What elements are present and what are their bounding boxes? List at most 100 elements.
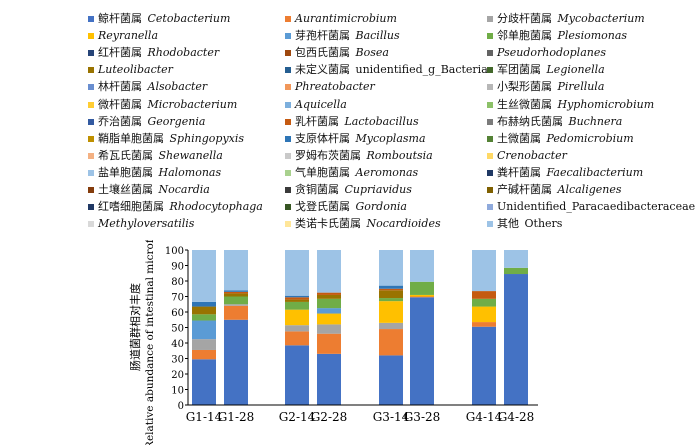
legend-label-cn: 小梨形菌属 (497, 80, 558, 94)
y-tick-label: 0 (178, 401, 184, 412)
legend-label-latin: Alsobacter (147, 80, 208, 94)
legend-label: 未定义菌属 unidentified_g_Bacteria (295, 62, 488, 78)
legend-label-cn: 盐单胞菌属 (98, 165, 159, 179)
legend-label-cn: 气单胞菌属 (295, 165, 356, 179)
bar-segment (379, 250, 403, 286)
bar-segment (504, 267, 528, 275)
bar-segment (224, 304, 248, 306)
bar-segment (379, 285, 403, 289)
legend-label-cn: 军团菌属 (497, 63, 547, 77)
bar-segment (224, 319, 248, 405)
legend-label: 其他 Others (497, 216, 562, 232)
legend-label-cn: 产碱杆菌属 (497, 183, 558, 196)
legend-label-cn: 乔治菌属 (98, 114, 148, 128)
legend-label-latin: Buchnera (568, 114, 623, 128)
bar-segment (410, 296, 434, 298)
bar-segment (192, 320, 216, 340)
legend-label-latin: Bosea (355, 46, 389, 60)
bar-segment (472, 291, 496, 299)
legend-swatch (487, 118, 493, 125)
legend-swatch (285, 67, 291, 74)
legend-label-cn: 包西氏菌属 (295, 46, 356, 60)
legend-label-cn: 红嗜细胞菌属 (98, 200, 170, 214)
legend-label: 贪铜菌属 Cupriavidus (295, 182, 412, 198)
x-tick-label: G1-28 (218, 410, 255, 424)
legend-label: 乔治菌属 Georgenia (98, 114, 205, 130)
bar-segment (504, 250, 528, 268)
legend-label: 小梨形菌属 Pirellula (497, 79, 604, 95)
legend-label-latin: Crenobacter (497, 148, 567, 162)
legend-swatch (285, 187, 291, 193)
y-tick-label: 50 (171, 324, 184, 335)
legend-label-cn: 土壤丝菌属 (98, 183, 159, 196)
bar-segment (192, 359, 216, 405)
legend-label: 生丝微菌属 Hyphomicrobium (497, 97, 654, 113)
legend-label: 土壤丝菌属 Nocardia (98, 182, 210, 198)
legend-label-latin: Rhodocytophaga (169, 200, 263, 214)
legend-label-latin: Romboutsia (366, 148, 433, 162)
bar-segment (504, 274, 528, 405)
legend-swatch (487, 101, 493, 108)
legend-swatch (487, 16, 493, 22)
legend-label-cn: 鞘脂单胞菌属 (98, 131, 170, 145)
bar-segment (224, 290, 248, 292)
legend-label-latin: Bacillus (355, 29, 400, 43)
legend-label-latin: Halomonas (158, 165, 222, 179)
bar-segment (472, 306, 496, 323)
legend-label-cn: 粪杆菌属 (497, 165, 547, 179)
y-tick-label: 90 (171, 262, 184, 273)
bar-segment (410, 294, 434, 297)
legend-label-latin: Georgenia (147, 114, 206, 128)
legend-label-latin: Hyphomicrobium (557, 97, 655, 111)
legend-label-latin: Nocardia (158, 183, 210, 196)
legend-label-cn: 贪铜菌属 (295, 183, 345, 196)
legend-swatch (487, 204, 493, 211)
legend-swatch (285, 221, 291, 228)
legend-label: Reyranella (98, 28, 158, 44)
legend-swatch (285, 50, 291, 57)
legend-label-cn: 林杆菌属 (98, 80, 148, 94)
legend-label: 罗姆布茨菌属 Romboutsia (295, 148, 433, 164)
bar-segment (224, 250, 248, 291)
bar-segment (472, 322, 496, 327)
legend-swatch (285, 152, 291, 159)
legend-label: 鲸杆菌属 Cetobacterium (98, 11, 230, 27)
legend-swatch (88, 67, 94, 74)
legend-swatch (88, 16, 94, 22)
legend-label: 气单胞菌属 Aeromonas (295, 165, 418, 181)
chart-legend: 鲸杆菌属 Cetobacterium Aurantimicrobium 分歧杆菌属 … (88, 11, 695, 232)
legend-label-latin: Nocardioides (366, 217, 441, 231)
y-axis-label-cn: 肠道菌群相对丰度 (128, 283, 142, 371)
legend-label-latin: Gordonia (355, 200, 408, 214)
y-tick-label: 20 (171, 370, 184, 381)
legend-label-latin: Aquicella (295, 97, 347, 111)
bar-segment (285, 345, 309, 405)
legend-swatch (487, 84, 493, 91)
legend-label-latin: Reyranella (98, 29, 159, 43)
x-tick-label: G2-14 (279, 410, 316, 424)
legend-swatch (88, 221, 94, 228)
legend-label-latin: Methyloversatilis (98, 217, 195, 231)
legend-label-latin: Pirellula (557, 80, 605, 94)
legend-label-latin: Microbacterium (147, 97, 238, 111)
legend-label-latin: Mycobacterium (557, 12, 645, 25)
bar-segment (472, 250, 496, 292)
legend-label-latin: Others (524, 217, 563, 231)
legend-label-cn: 支原体杆属 (295, 131, 356, 145)
bar-segment (192, 301, 216, 307)
legend-label-cn: 类诺卡氏菌属 (295, 217, 367, 231)
legend-swatch (285, 169, 291, 176)
bar-segment (410, 281, 434, 295)
bar-segment (317, 353, 341, 405)
legend-label-latin: Luteolibacter (98, 63, 173, 77)
legend-label: 邻单胞菌属 Plesiomonas (497, 28, 627, 44)
bar-segment (317, 250, 341, 293)
legend-swatch (487, 169, 493, 176)
legend-label: 鞘脂单胞菌属 Sphingopyxis (98, 131, 244, 147)
legend-label-cn: 希瓦氏菌属 (98, 148, 159, 162)
x-tick-label: G1-14 (186, 410, 223, 424)
legend-swatch (487, 152, 493, 159)
legend-label-latin: Pedomicrobium (546, 131, 634, 145)
legend-swatch (487, 187, 493, 193)
